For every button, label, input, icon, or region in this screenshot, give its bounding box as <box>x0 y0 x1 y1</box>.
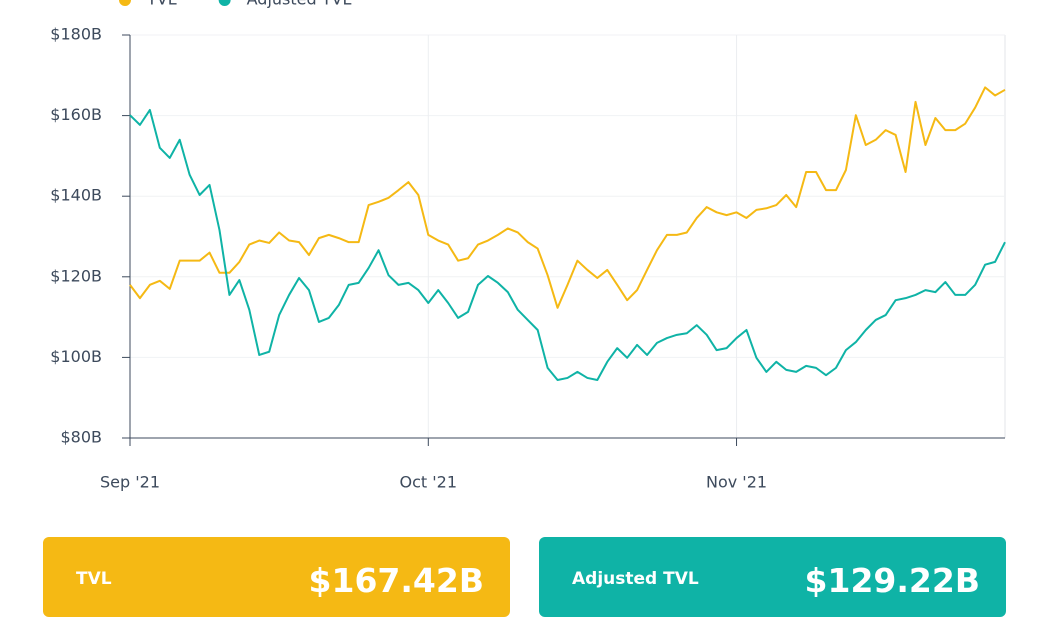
y-tick-label: $180B <box>50 25 102 44</box>
y-tick-label: $120B <box>50 266 102 285</box>
series-line <box>129 108 1006 381</box>
card-value: $129.22B <box>804 561 980 600</box>
y-tick-label: $160B <box>50 105 102 124</box>
legend-label: TVL <box>146 0 177 9</box>
card-value: $167.42B <box>308 561 484 600</box>
y-tick-label: $100B <box>50 347 102 366</box>
series-line <box>129 86 1006 309</box>
chart: $80B $100B $120B $140B $160B $180B Sep '21 Oct … <box>50 0 1006 492</box>
card-label: TVL <box>76 569 112 589</box>
y-tick-label: $80B <box>60 428 102 447</box>
legend-marker <box>218 0 231 6</box>
legend-marker <box>119 0 131 6</box>
x-tick-label: Nov '21 <box>706 473 767 492</box>
legend-label: Adjusted TVL <box>247 0 352 9</box>
x-tick-label: Oct '21 <box>400 473 458 492</box>
tvl-card: TVL $167.42B <box>43 537 510 617</box>
adjusted-tvl-card: Adjusted TVL $129.22B <box>539 537 1006 617</box>
card-label: Adjusted TVL <box>572 569 699 589</box>
y-tick-label: $140B <box>50 186 102 205</box>
x-tick-label: Sep '21 <box>100 473 160 492</box>
page: $80B $100B $120B $140B $160B $180B Sep '21 Oct … <box>43 0 1006 617</box>
